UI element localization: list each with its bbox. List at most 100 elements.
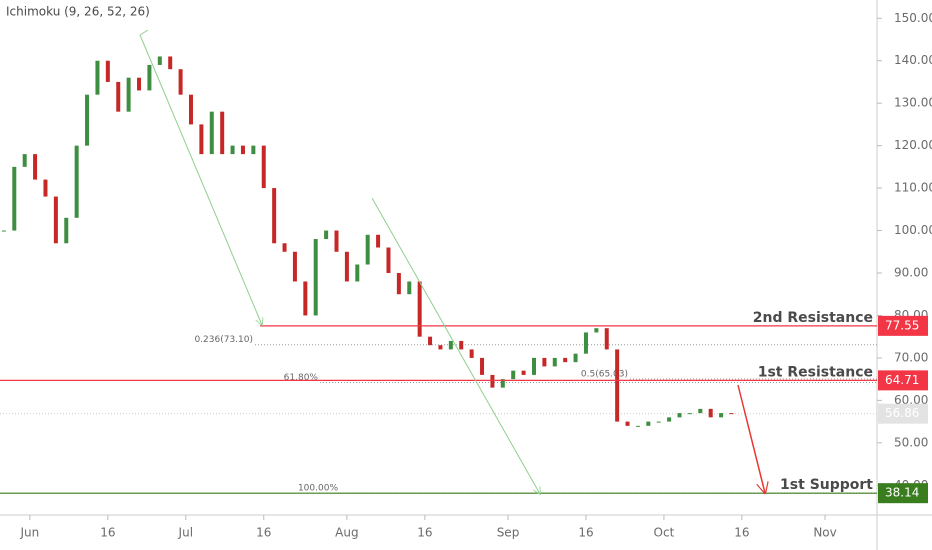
y-tick-label: 90.00 bbox=[894, 265, 928, 279]
candle bbox=[656, 421, 661, 423]
y-tick-label: 50.00 bbox=[894, 435, 928, 449]
candle bbox=[667, 417, 672, 422]
candle bbox=[12, 166, 17, 231]
candle bbox=[116, 81, 121, 112]
candle bbox=[563, 357, 568, 363]
candle bbox=[428, 336, 433, 346]
candle bbox=[604, 328, 609, 350]
candle bbox=[459, 340, 464, 350]
candle bbox=[469, 349, 474, 358]
candle bbox=[719, 413, 724, 418]
candle bbox=[168, 56, 173, 70]
candle bbox=[635, 425, 640, 427]
x-tick-label: Aug bbox=[335, 526, 358, 540]
candle bbox=[334, 230, 339, 252]
fib-label: 100.00% bbox=[298, 484, 338, 494]
candle bbox=[261, 145, 266, 189]
candle bbox=[500, 379, 505, 388]
fib-label: 61.80% bbox=[284, 373, 319, 383]
candle bbox=[480, 357, 485, 375]
candle bbox=[615, 349, 620, 422]
candle bbox=[324, 230, 329, 240]
candle bbox=[708, 408, 713, 418]
candle bbox=[272, 188, 277, 244]
y-tick-label: 140.00 bbox=[894, 53, 932, 67]
level-box bbox=[878, 370, 928, 391]
x-tick-label: Sep bbox=[497, 526, 520, 540]
level-name: 1st Resistance bbox=[758, 364, 873, 380]
candle bbox=[230, 145, 235, 155]
trend-arrow bbox=[371, 197, 540, 494]
candle bbox=[126, 77, 131, 112]
candle bbox=[64, 217, 69, 244]
level-box bbox=[878, 315, 928, 336]
candle bbox=[531, 357, 536, 375]
y-tick-label: 110.00 bbox=[894, 181, 932, 195]
level-box bbox=[878, 483, 928, 504]
candle bbox=[33, 154, 38, 180]
candle bbox=[303, 281, 308, 316]
candle bbox=[147, 64, 152, 91]
candle bbox=[396, 272, 401, 295]
y-tick-label: 100.00 bbox=[894, 223, 932, 237]
candle bbox=[43, 179, 48, 197]
candle bbox=[687, 413, 692, 415]
y-tick-label: 60.00 bbox=[894, 393, 928, 407]
drawings bbox=[139, 29, 765, 494]
candle bbox=[282, 243, 287, 252]
candle bbox=[95, 60, 100, 95]
x-tick-label: 16 bbox=[256, 526, 271, 540]
last-price-value: 56.86 bbox=[885, 406, 919, 420]
candle bbox=[178, 69, 183, 95]
x-tick-label: 16 bbox=[734, 526, 749, 540]
candle bbox=[188, 94, 193, 125]
candle bbox=[438, 345, 443, 350]
level-name: 2nd Resistance bbox=[753, 310, 873, 326]
candle bbox=[1, 230, 6, 232]
level-value: 64.71 bbox=[885, 373, 919, 387]
trend-arrow bbox=[139, 34, 262, 325]
candle bbox=[625, 421, 630, 426]
candle bbox=[220, 111, 225, 155]
candle bbox=[542, 357, 547, 367]
level-value: 38.14 bbox=[885, 486, 919, 500]
fib-label: 0.5(65.03) bbox=[581, 370, 628, 380]
candle bbox=[53, 196, 58, 244]
x-tick-label: Jun bbox=[20, 526, 40, 540]
forecast-arrow bbox=[737, 384, 765, 493]
candle bbox=[417, 281, 422, 337]
x-tick-label: 16 bbox=[578, 526, 593, 540]
fib-label: 0.236(73.10) bbox=[194, 335, 253, 345]
candle bbox=[677, 413, 682, 418]
y-tick-label: 150.00 bbox=[894, 11, 932, 25]
candle bbox=[85, 94, 90, 146]
y-tick-label: 120.00 bbox=[894, 138, 932, 152]
candle bbox=[292, 251, 297, 282]
last-price-box bbox=[878, 403, 928, 424]
y-tick-label: 130.00 bbox=[894, 96, 932, 110]
candle bbox=[583, 332, 588, 354]
candle bbox=[573, 353, 578, 363]
candle bbox=[240, 145, 245, 155]
indicator-label: Ichimoku (9, 26, 52, 26) bbox=[6, 5, 150, 19]
x-tick-label: Oct bbox=[654, 526, 675, 540]
candle bbox=[594, 328, 599, 333]
candle bbox=[521, 370, 526, 375]
candle bbox=[355, 264, 360, 282]
candle bbox=[199, 124, 204, 155]
plot-area bbox=[0, 0, 877, 515]
candle bbox=[74, 145, 79, 218]
x-tick-label: 16 bbox=[417, 526, 432, 540]
candle bbox=[511, 370, 516, 380]
candle bbox=[490, 374, 495, 388]
candle bbox=[646, 421, 651, 426]
candle bbox=[386, 247, 391, 273]
candle bbox=[251, 145, 256, 155]
candle bbox=[552, 357, 557, 367]
candle bbox=[376, 234, 381, 248]
x-tick-label: 16 bbox=[100, 526, 115, 540]
trend-arrow bbox=[139, 29, 149, 36]
x-tick-label: Nov bbox=[813, 526, 836, 540]
candle bbox=[344, 251, 349, 282]
